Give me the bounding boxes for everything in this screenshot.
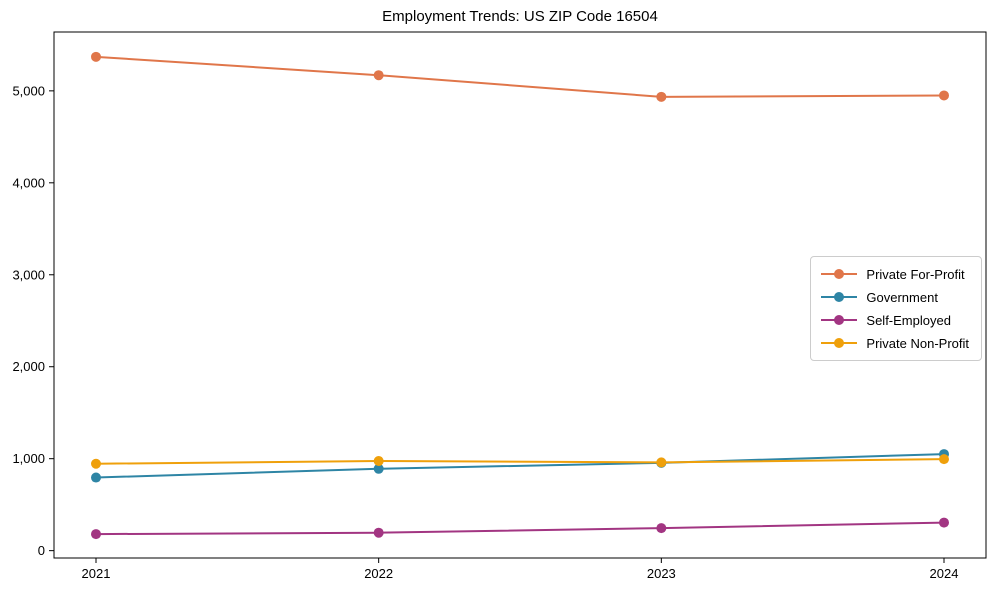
y-tick-label: 3,000 xyxy=(12,267,45,282)
data-point-marker xyxy=(656,91,667,102)
y-tick-label: 2,000 xyxy=(12,359,45,374)
legend-item-private-for-profit: Private For-Profit xyxy=(821,266,969,282)
data-point-marker xyxy=(939,90,949,101)
x-tick-label: 2021 xyxy=(82,566,111,581)
chart-title: Employment Trends: US ZIP Code 16504 xyxy=(382,8,658,25)
data-point-marker xyxy=(91,529,101,540)
legend-label: Private For-Profit xyxy=(866,266,965,282)
legend-label: Self-Employed xyxy=(866,312,951,328)
y-tick-label: 4,000 xyxy=(12,175,45,190)
series-line-government xyxy=(95,453,945,479)
data-point-marker xyxy=(373,70,384,81)
x-tick-label: 2023 xyxy=(647,566,676,581)
data-point-marker xyxy=(656,523,667,534)
data-point-marker xyxy=(656,457,667,468)
data-point-marker xyxy=(373,463,384,474)
legend-marker-icon xyxy=(821,335,858,351)
legend-marker-icon xyxy=(821,266,858,282)
legend-item-private-non-profit: Private Non-Profit xyxy=(821,335,969,351)
legend-item-government: Government xyxy=(821,289,969,305)
legend-item-self-employed: Self-Employed xyxy=(821,312,969,328)
y-tick-label: 0 xyxy=(38,543,45,558)
data-point-marker xyxy=(939,454,949,465)
legend-label: Government xyxy=(866,289,938,305)
series-line-private-for-profit xyxy=(95,55,945,98)
data-point-marker xyxy=(91,472,101,483)
series-line-self-employed xyxy=(95,521,945,536)
plot-frame xyxy=(53,31,987,559)
data-point-marker xyxy=(939,517,949,528)
y-tick-label: 5,000 xyxy=(12,83,45,98)
legend: Private For-Profit Government Self-Employe… xyxy=(810,256,982,361)
data-point-marker xyxy=(373,455,384,466)
series-line-private-non-profit xyxy=(95,458,945,465)
x-tick-label: 2024 xyxy=(930,566,959,581)
x-tick-label: 2022 xyxy=(364,566,393,581)
legend-label: Private Non-Profit xyxy=(866,335,969,351)
legend-marker-icon xyxy=(821,289,858,305)
data-point-marker xyxy=(91,458,101,469)
data-point-marker xyxy=(373,527,384,538)
data-point-marker xyxy=(91,51,101,62)
y-tick-label: 1,000 xyxy=(12,451,45,466)
legend-marker-icon xyxy=(821,312,858,328)
